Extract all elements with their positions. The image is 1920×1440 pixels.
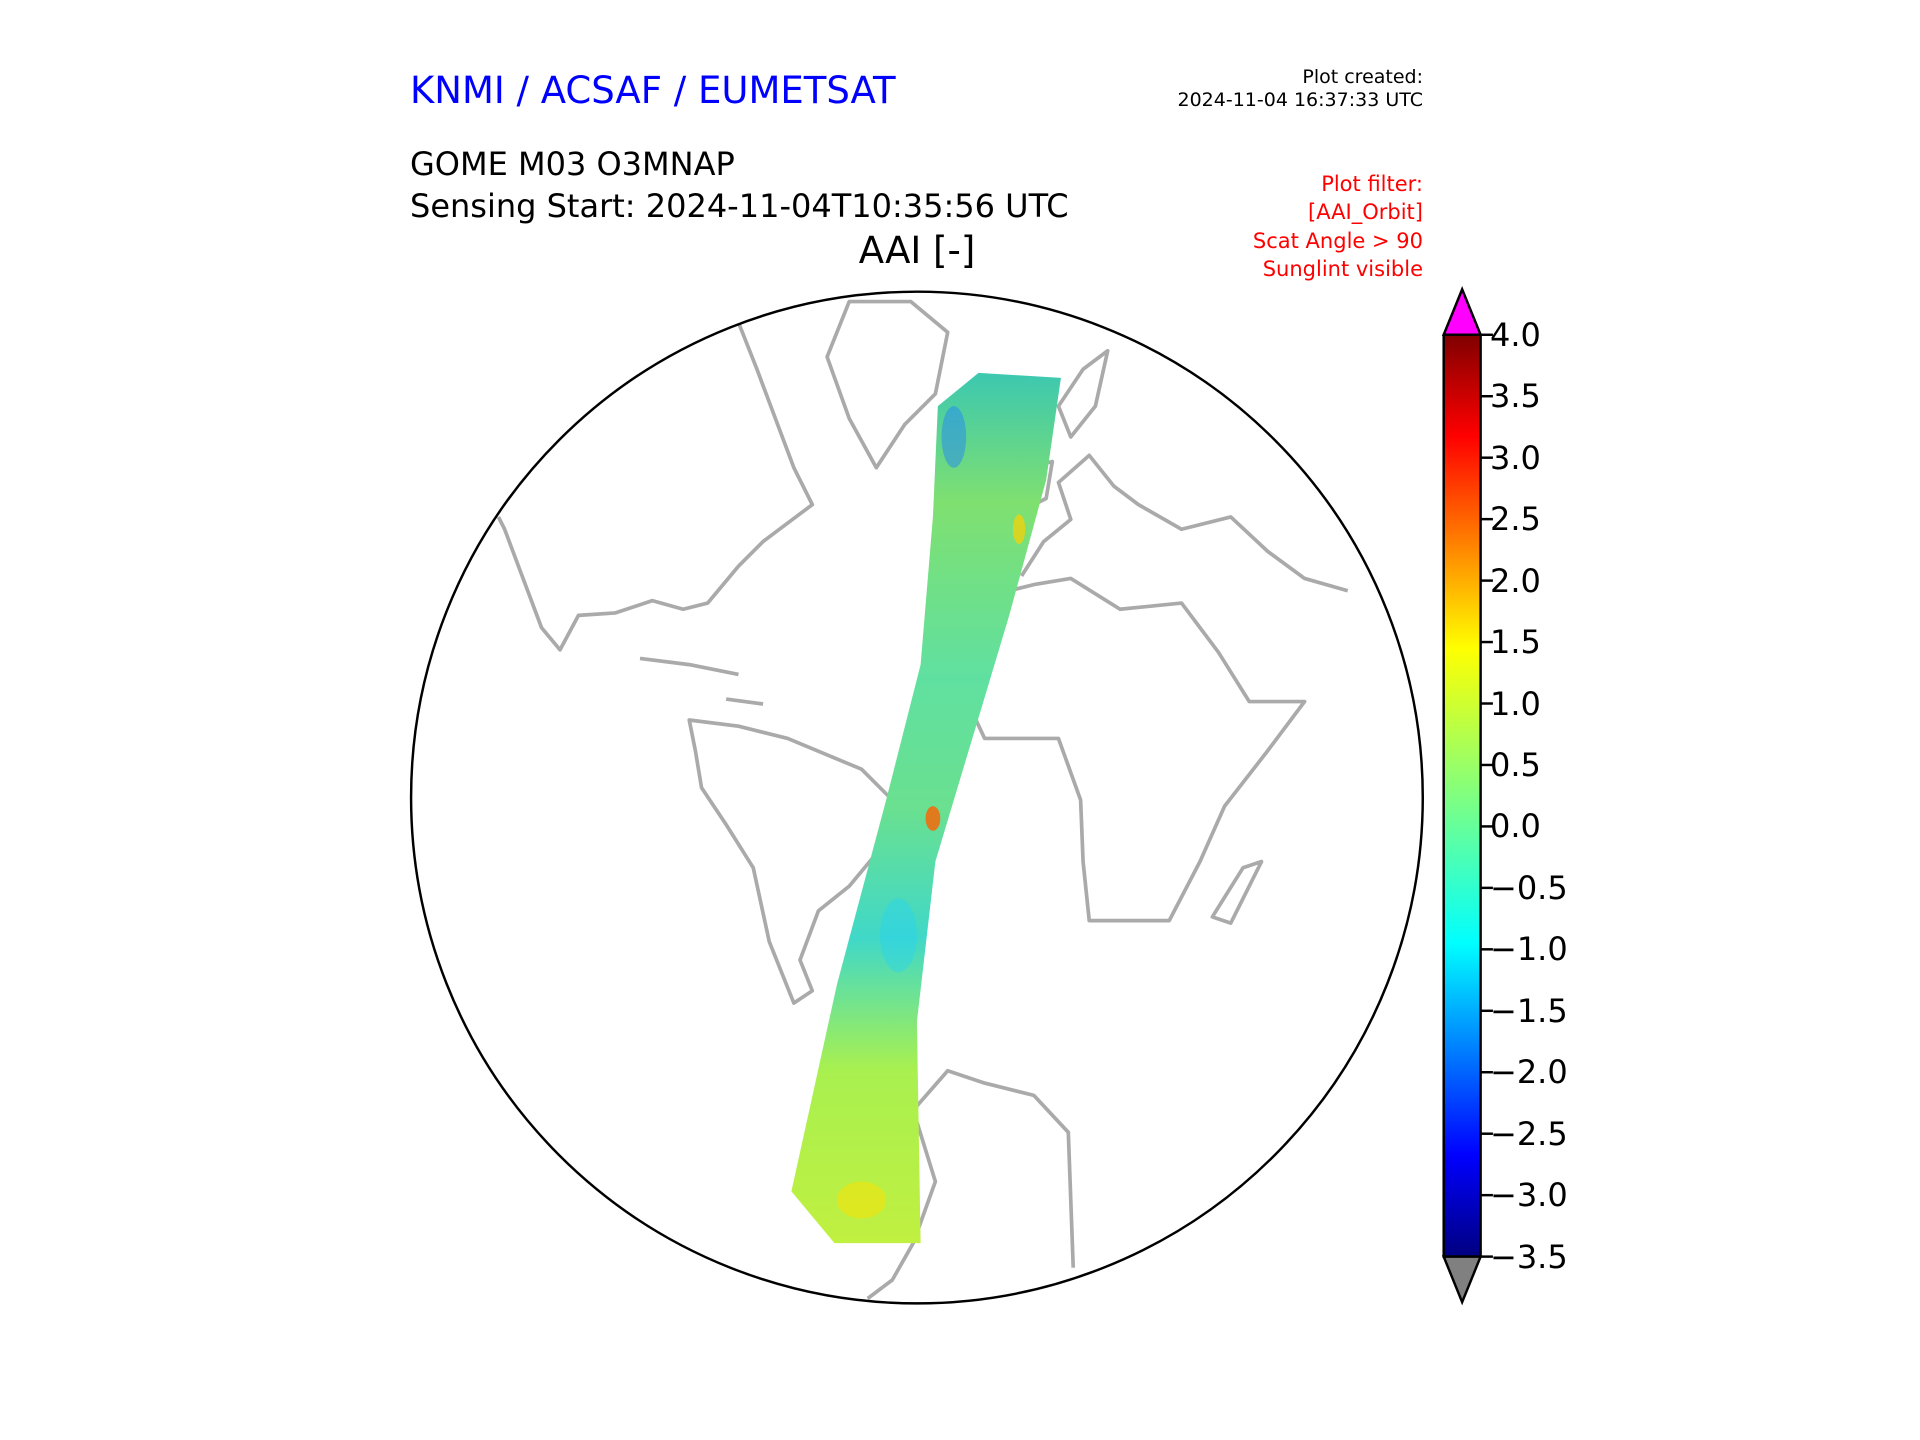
coastlines xyxy=(496,299,1349,1300)
variable-title: AAI [-] xyxy=(858,229,976,272)
colorbar-tick-label: −1.5 xyxy=(1490,991,1568,1030)
colorbar-tick-label: 2.5 xyxy=(1490,500,1541,539)
filter-line: Plot filter: xyxy=(1321,172,1423,196)
colorbar-tick-label: 1.5 xyxy=(1490,623,1541,662)
colorbar-extend-max xyxy=(1441,285,1483,336)
colorbar-tick-label: −3.5 xyxy=(1490,1237,1568,1276)
filter-line: [AAI_Orbit] xyxy=(1308,200,1423,225)
coastline-antarctica xyxy=(866,1068,1076,1300)
colorbar-tick-label: −3.0 xyxy=(1490,1176,1568,1215)
organization-title: KNMI / ACSAF / EUMETSAT xyxy=(410,69,896,112)
colorbar-tick-label: 0.5 xyxy=(1490,745,1541,784)
coastline-madagascar xyxy=(1210,859,1264,925)
colorbar-tick-label: −2.0 xyxy=(1490,1053,1568,1092)
colorbar-tick-label: 2.0 xyxy=(1490,561,1541,600)
colorbar-tick-label: 1.0 xyxy=(1490,684,1541,723)
globe-outline xyxy=(409,290,1424,1305)
colorbar-tick-label: 4.0 xyxy=(1490,315,1541,354)
colorbar-tick-label: −1.0 xyxy=(1490,930,1568,969)
coastline-europe xyxy=(1019,453,1349,593)
filter-line: Scat Angle > 90 xyxy=(1252,228,1423,253)
plot-filter: Plot filter: [AAI_Orbit] Scat Angle > 90… xyxy=(1253,170,1423,283)
colorbar-tick-label: 3.5 xyxy=(1490,377,1541,416)
filter-line: Sunglint visible xyxy=(1262,257,1423,282)
colorbar-tick-label: 3.0 xyxy=(1490,438,1541,477)
colorbar-tick-label: −0.5 xyxy=(1490,868,1568,907)
colorbar xyxy=(1441,285,1493,1306)
plot-created-label: Plot created: xyxy=(1302,66,1423,88)
product-title: GOME M03 O3MNAP xyxy=(410,145,735,183)
coastline-north-america xyxy=(496,321,815,652)
colorbar-extend-min xyxy=(1441,1255,1483,1306)
coastline-south-america xyxy=(687,718,895,1005)
coastline-africa xyxy=(965,576,1307,923)
colorbar-tick-label: −2.5 xyxy=(1490,1114,1568,1153)
coastline-scandinavia xyxy=(1056,348,1110,439)
plot-created-time: 2024-11-04 16:37:33 UTC xyxy=(1177,88,1424,111)
sensing-start: Sensing Start: 2024-11-04T10:35:56 UTC xyxy=(410,187,1069,225)
swath-anomalies xyxy=(836,406,1026,1219)
colorbar-gradient xyxy=(1442,333,1482,1258)
plot-created: Plot created: 2024-11-04 16:37:33 UTC xyxy=(1178,66,1424,112)
data-swath xyxy=(791,372,1061,1244)
colorbar-tick-label: 0.0 xyxy=(1490,807,1541,846)
coastline-caribbean xyxy=(639,656,764,706)
coastline-greenland xyxy=(825,299,950,470)
